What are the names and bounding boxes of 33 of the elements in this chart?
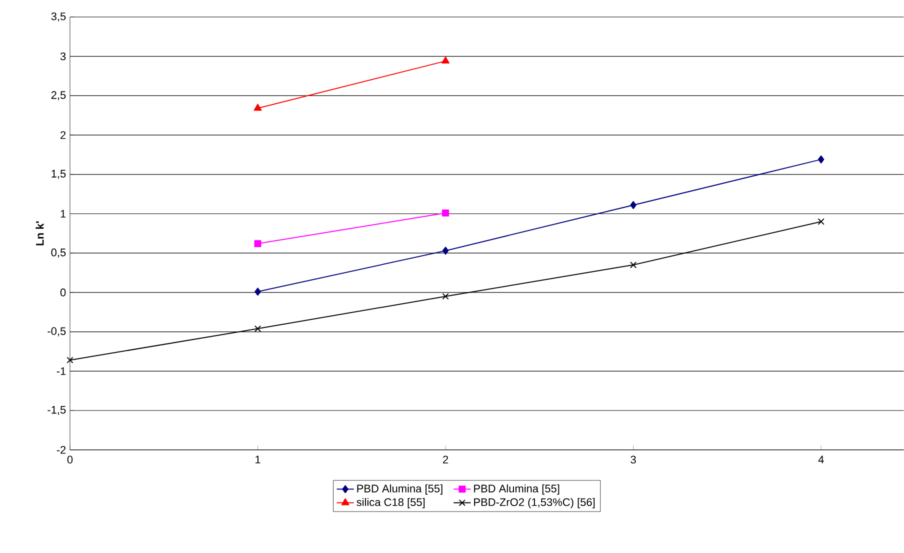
y-tick-label: 0	[60, 288, 66, 296]
point	[442, 293, 449, 300]
point	[630, 262, 637, 268]
point	[442, 246, 449, 255]
y-tick-label: 1	[60, 210, 66, 218]
legend-label: PBD-ZrO2 (1,53%C) [56]	[474, 498, 595, 508]
point	[254, 325, 262, 332]
y-tick-label: -1,5	[48, 406, 66, 416]
legend-label: PBD Alumina [55]	[357, 484, 442, 495]
x-tick-label: 4	[818, 456, 824, 464]
y-tick-label: 3	[60, 52, 66, 60]
legend-label: PBD Alumina [55]	[474, 484, 560, 495]
y-tick-label: -2	[56, 446, 66, 454]
y-tick-label: 2,5	[51, 91, 66, 100]
x-tick-label: 3	[630, 456, 636, 464]
legend-label: silica C18 [55]	[356, 498, 425, 508]
x-tick-label: 2	[443, 456, 448, 464]
x-tick-label: 1	[256, 456, 260, 464]
y-axis-title: Ln k'	[36, 221, 44, 246]
point	[254, 240, 262, 248]
point	[442, 210, 450, 217]
point	[818, 218, 824, 226]
y-tick-label: 2	[60, 131, 66, 139]
y-tick-label: 1,5	[52, 170, 66, 179]
point	[66, 356, 74, 364]
point	[818, 156, 824, 164]
y-tick-label: -0,5	[48, 327, 66, 336]
point	[630, 201, 636, 210]
y-tick-label: 3,5	[51, 12, 66, 22]
y-tick-label: -1	[56, 367, 66, 376]
point	[254, 288, 261, 296]
y-tick-label: 0,5	[51, 248, 66, 258]
x-tick-label: 0	[67, 456, 73, 464]
